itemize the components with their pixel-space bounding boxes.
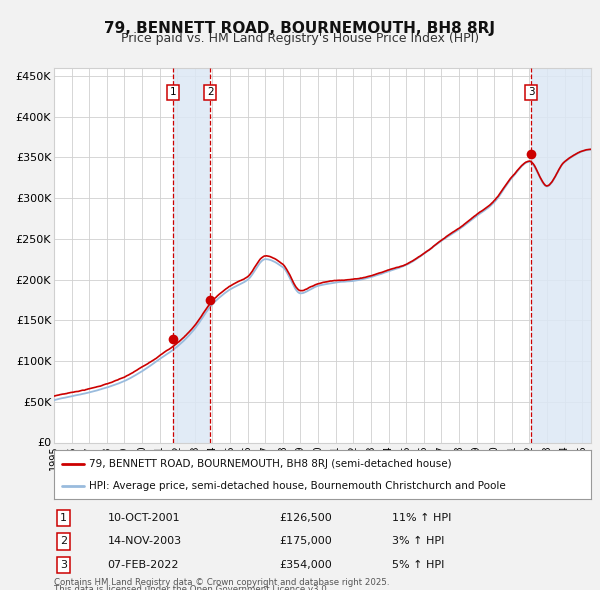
Text: 5% ↑ HPI: 5% ↑ HPI bbox=[392, 560, 445, 570]
Text: 07-FEB-2022: 07-FEB-2022 bbox=[108, 560, 179, 570]
Text: 10-OCT-2001: 10-OCT-2001 bbox=[108, 513, 181, 523]
Text: 79, BENNETT ROAD, BOURNEMOUTH, BH8 8RJ (semi-detached house): 79, BENNETT ROAD, BOURNEMOUTH, BH8 8RJ (… bbox=[89, 458, 452, 468]
Text: £126,500: £126,500 bbox=[280, 513, 332, 523]
Bar bbox=[173, 68, 210, 442]
Text: 2: 2 bbox=[60, 536, 67, 546]
Text: This data is licensed under the Open Government Licence v3.0.: This data is licensed under the Open Gov… bbox=[54, 585, 329, 590]
Text: £354,000: £354,000 bbox=[280, 560, 332, 570]
Text: 79, BENNETT ROAD, BOURNEMOUTH, BH8 8RJ: 79, BENNETT ROAD, BOURNEMOUTH, BH8 8RJ bbox=[104, 21, 496, 35]
Text: 3: 3 bbox=[60, 560, 67, 570]
Text: HPI: Average price, semi-detached house, Bournemouth Christchurch and Poole: HPI: Average price, semi-detached house,… bbox=[89, 481, 506, 491]
Bar bbox=[531, 68, 591, 442]
Text: 3% ↑ HPI: 3% ↑ HPI bbox=[392, 536, 445, 546]
Text: 3: 3 bbox=[528, 87, 535, 97]
Text: Price paid vs. HM Land Registry's House Price Index (HPI): Price paid vs. HM Land Registry's House … bbox=[121, 32, 479, 45]
Text: 1: 1 bbox=[60, 513, 67, 523]
Text: 14-NOV-2003: 14-NOV-2003 bbox=[108, 536, 182, 546]
Text: £175,000: £175,000 bbox=[280, 536, 332, 546]
Text: 2: 2 bbox=[207, 87, 214, 97]
Text: 11% ↑ HPI: 11% ↑ HPI bbox=[392, 513, 452, 523]
Text: 1: 1 bbox=[170, 87, 176, 97]
Text: Contains HM Land Registry data © Crown copyright and database right 2025.: Contains HM Land Registry data © Crown c… bbox=[54, 578, 389, 587]
